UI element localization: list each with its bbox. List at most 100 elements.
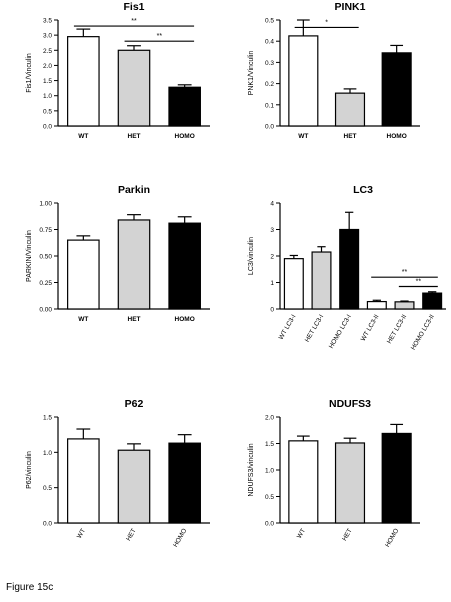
x-tick-label: HOMO (175, 133, 195, 140)
chart-title: LC3 (353, 184, 373, 196)
bar (288, 35, 319, 127)
x-tick-label: WT (298, 133, 308, 140)
x-tick-label: WT (78, 133, 88, 140)
y-tick-label: 4 (270, 201, 274, 208)
bar (117, 449, 151, 524)
y-tick-label: 0.00 (39, 307, 52, 314)
bar (422, 292, 443, 310)
y-tick-label: 1.0 (43, 450, 52, 457)
y-tick-label: 0.5 (265, 494, 274, 501)
y-tick-label: 0.1 (265, 102, 274, 109)
y-axis-label: P62/vinculin (26, 451, 33, 489)
y-axis-label: NDUFS3/vinculin (248, 443, 255, 496)
x-tick-label: HOMO LC3-II (410, 313, 436, 351)
significance-label: * (325, 19, 328, 26)
bar (381, 52, 412, 127)
chart-title: Fis1 (123, 1, 144, 13)
y-tick-label: 2.0 (265, 415, 274, 422)
chart-panel-2: Parkin 0.00 0.25 0.50 0.75 1.00 PARKIN/Vinculi… (26, 184, 210, 323)
y-tick-label: 1.0 (265, 468, 274, 475)
y-tick-label: 2.5 (43, 48, 52, 55)
y-tick-label: 2.0 (43, 63, 52, 70)
bar (67, 438, 100, 524)
y-tick-label: 0.0 (43, 521, 52, 528)
x-tick-label: HOMO (384, 528, 400, 549)
significance-label: ** (131, 18, 137, 25)
bar (168, 222, 201, 310)
chart-title: PINK1 (335, 1, 366, 13)
y-tick-label: 0.3 (265, 60, 274, 67)
y-tick-label: 0.50 (39, 254, 52, 261)
chart-title: NDUFS3 (329, 398, 371, 410)
bar (117, 219, 151, 310)
bar (394, 301, 415, 310)
x-tick-label: WT (296, 527, 307, 539)
chart-panel-4: P62 0.0 0.5 1.0 1.5 P62/vinculin WT HET HOMO (26, 398, 210, 549)
bar (67, 36, 100, 127)
bar (288, 440, 319, 524)
y-tick-label: 0.4 (265, 39, 274, 46)
y-tick-label: 0.5 (265, 18, 274, 25)
bar (168, 442, 201, 524)
y-tick-label: 0.5 (43, 485, 52, 492)
bar (168, 86, 201, 127)
x-tick-label: HET LC3-I (304, 313, 325, 343)
y-tick-label: 1.00 (39, 201, 52, 208)
x-tick-label: HET LC3-II (386, 313, 408, 345)
y-tick-label: 1.0 (43, 93, 52, 100)
x-tick-label: WT (76, 527, 87, 539)
x-tick-label: WT (78, 316, 88, 323)
significance-label: ** (402, 269, 408, 276)
y-tick-label: 3.0 (43, 33, 52, 40)
y-axis-label: LC3/vinculin (248, 237, 255, 275)
x-tick-label: HOMO (175, 316, 195, 323)
y-axis-label: PNK1/Vinculin (248, 51, 255, 96)
y-tick-label: 0.75 (39, 227, 52, 234)
x-tick-label: HET (344, 133, 357, 140)
figure-caption: Figure 15c (6, 582, 54, 593)
y-tick-label: 0 (270, 307, 274, 314)
x-tick-label: HET (341, 527, 354, 542)
y-tick-label: 0.0 (265, 124, 274, 131)
x-tick-label: HET (128, 316, 141, 323)
significance-label: ** (416, 278, 422, 285)
bar (339, 228, 360, 310)
chart-panel-1: PINK1 0.0 0.1 0.2 0.3 0.4 0.5 PNK1/Vinculin WT HE… (248, 1, 420, 140)
bar (381, 432, 412, 524)
bar (334, 92, 366, 127)
y-tick-label: 1 (270, 280, 274, 287)
y-tick-label: 1.5 (265, 441, 274, 448)
bar (117, 49, 151, 127)
bar (334, 442, 366, 524)
bar (311, 251, 332, 310)
x-tick-label: WT LC3-II (360, 313, 381, 342)
y-axis-label: Fis1/Vinculin (26, 53, 33, 93)
y-tick-label: 3.5 (43, 18, 52, 25)
y-tick-label: 0.2 (265, 81, 274, 88)
bar (283, 258, 304, 310)
x-tick-label: HET (128, 133, 141, 140)
x-tick-label: HOMO (172, 528, 188, 549)
y-axis-label: PARKIN/Vinculin (26, 230, 33, 282)
bar (366, 300, 387, 310)
x-tick-label: HOMO (387, 133, 407, 140)
chart-title: P62 (125, 398, 144, 410)
chart-panel-5: NDUFS3 0.0 0.5 1.0 1.5 2.0 NDUFS3/vinculin WT HE… (248, 398, 420, 549)
y-tick-label: 2 (270, 254, 274, 261)
y-tick-label: 3 (270, 227, 274, 234)
y-tick-label: 1.5 (43, 415, 52, 422)
chart-panel-0: Fis1 0.0 0.5 1.0 1.5 2.0 2.5 3.0 3.5 Fis1/Vinculi… (26, 1, 210, 140)
chart-title: Parkin (118, 184, 150, 196)
x-tick-label: HET (125, 527, 138, 542)
significance-label: ** (157, 33, 163, 40)
x-tick-label: HOMO LC3-I (328, 313, 353, 350)
bar (67, 239, 100, 310)
x-tick-label: WT LC3-I (278, 313, 298, 341)
y-tick-label: 1.5 (43, 78, 52, 85)
y-tick-label: 0.0 (43, 124, 52, 131)
y-tick-label: 0.25 (39, 280, 52, 287)
y-tick-label: 0.5 (43, 108, 52, 115)
y-tick-label: 0.0 (265, 521, 274, 528)
